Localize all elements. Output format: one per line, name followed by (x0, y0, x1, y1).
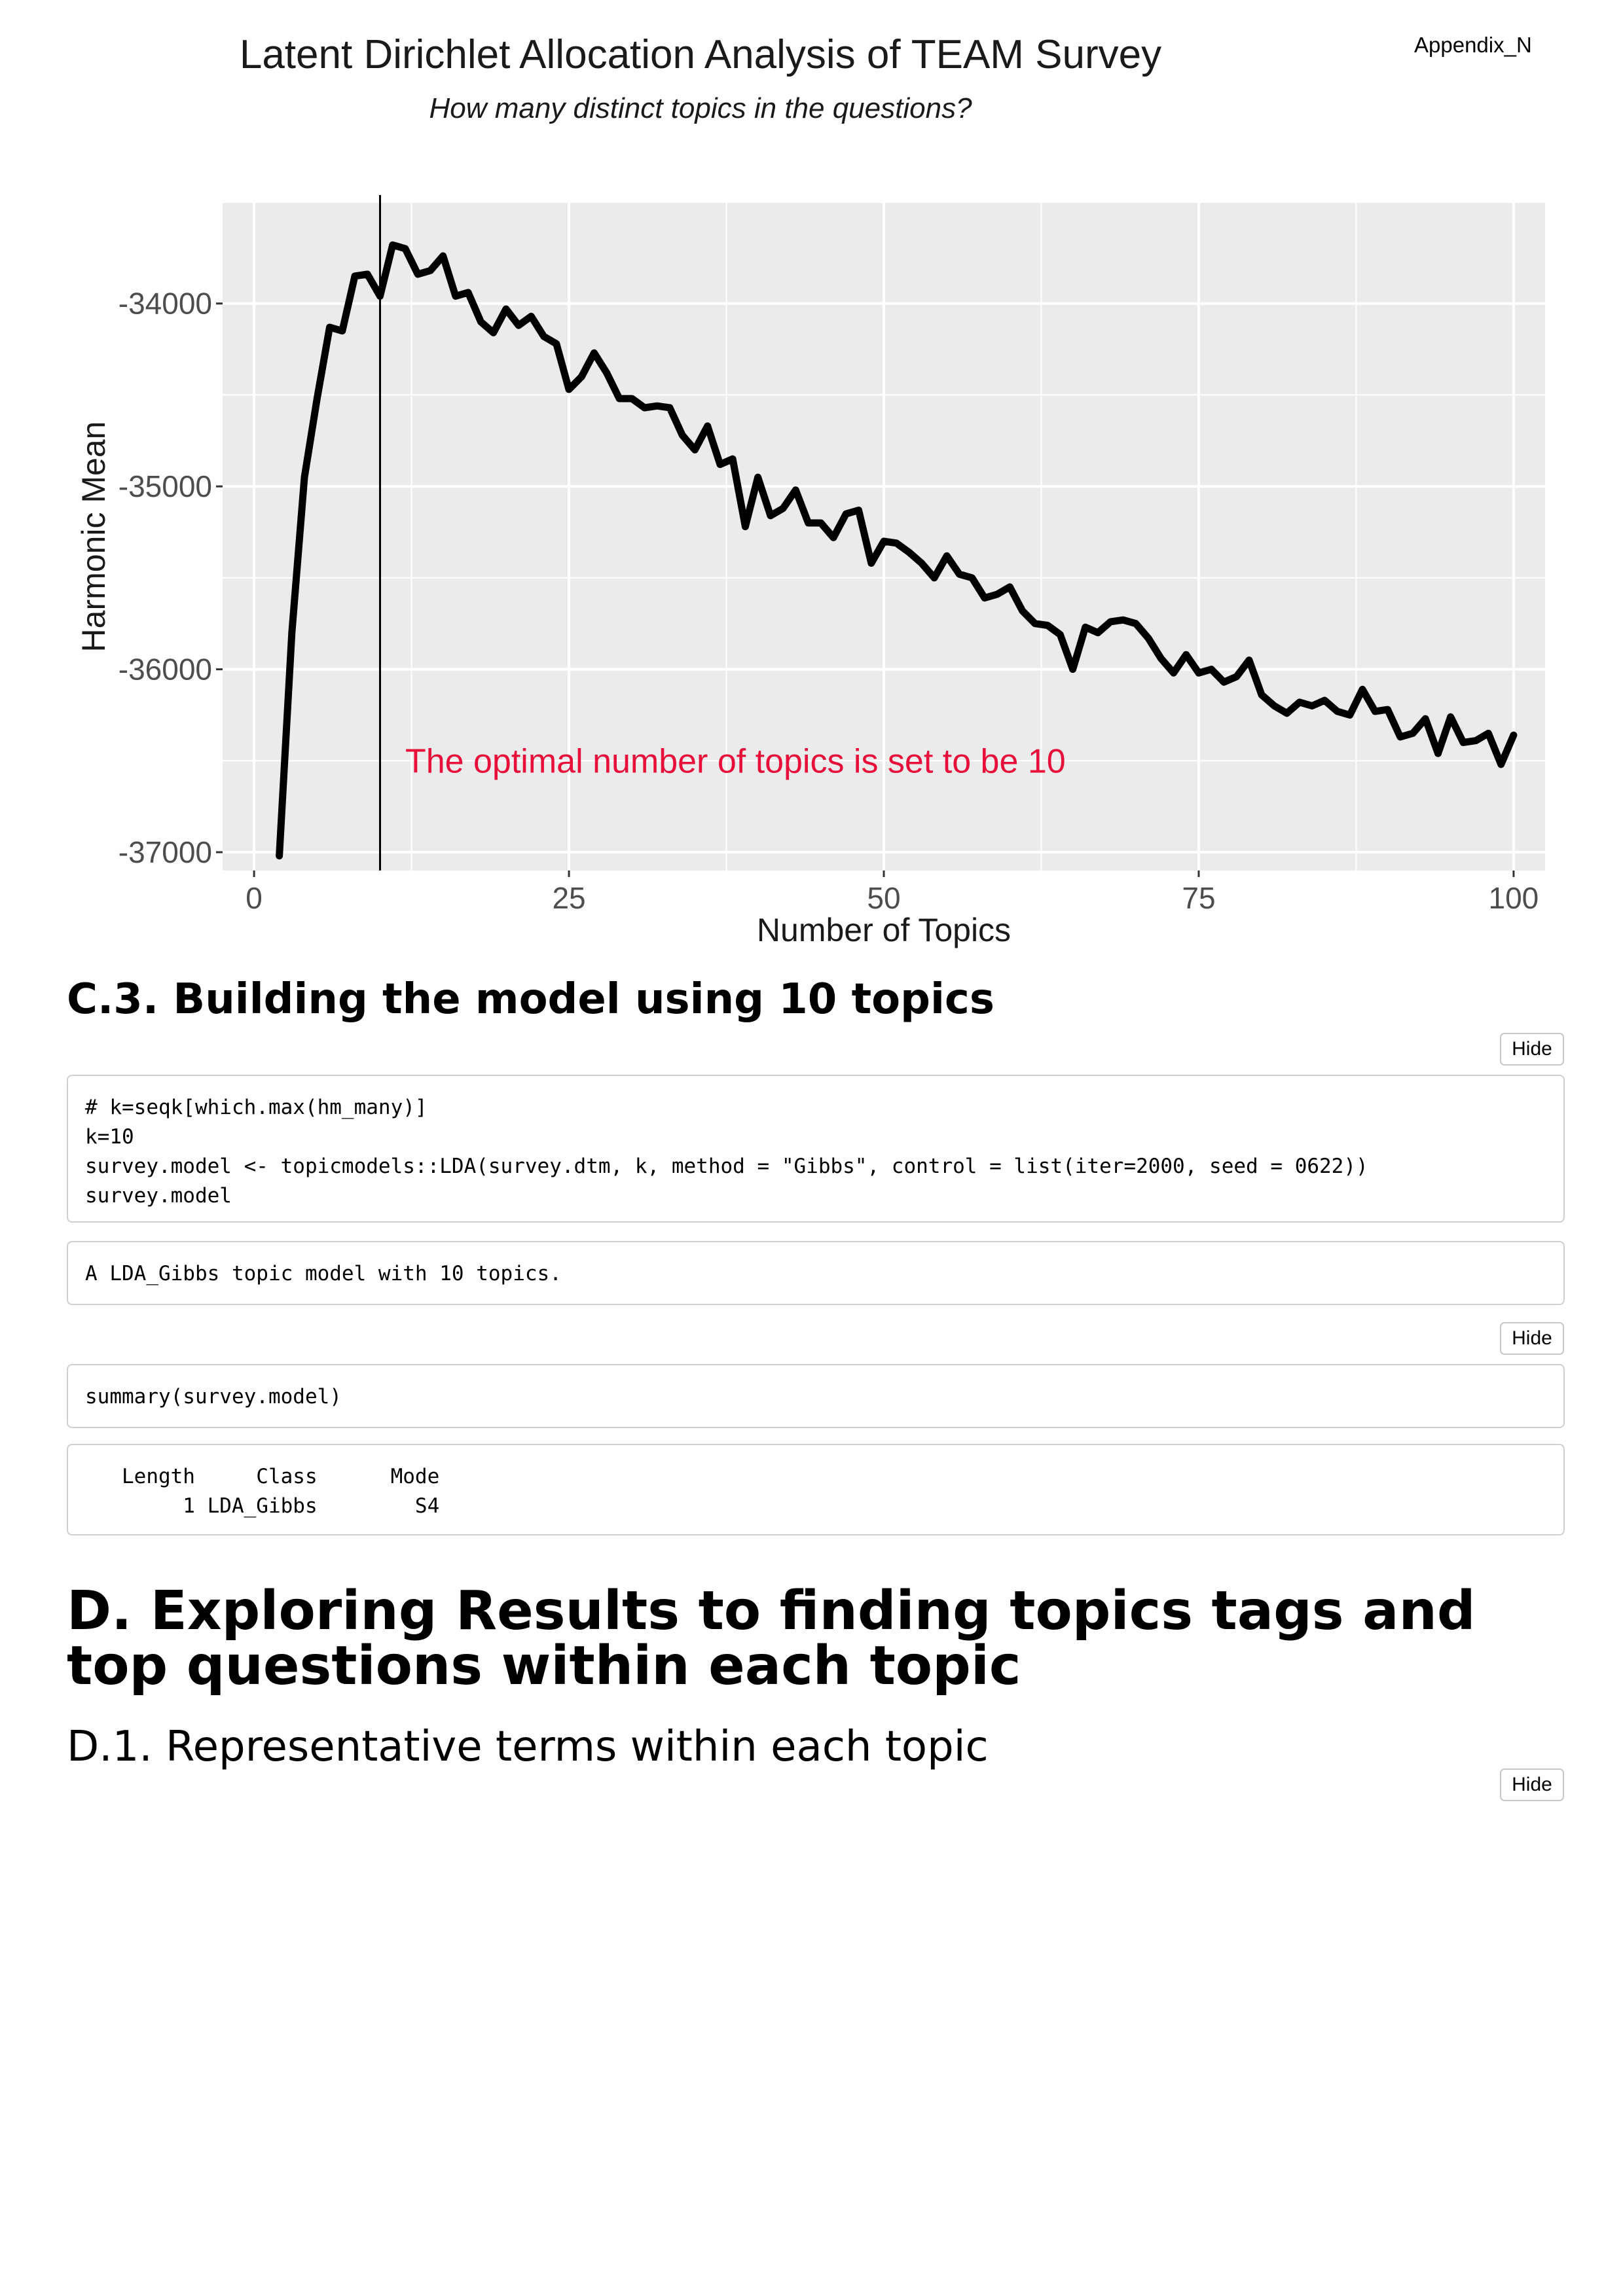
section-heading-c3: C.3. Building the model using 10 topics (67, 975, 994, 1024)
section-heading-d1: D.1. Representative terms within each to… (67, 1723, 989, 1771)
x-tick-label: 25 (552, 881, 585, 915)
x-axis-label: Number of Topics (757, 912, 1011, 948)
chart-subtitle: How many distinct topics in the question… (429, 92, 972, 124)
x-tick-label: 100 (1489, 881, 1539, 915)
x-tick-label: 0 (246, 881, 263, 915)
x-tick-label: 50 (867, 881, 900, 915)
y-axis-label: Harmonic Mean (75, 422, 112, 653)
x-tick-label: 75 (1182, 881, 1215, 915)
y-tick-label: -34000 (119, 287, 212, 321)
axes: 0 25 50 75 100 -34000 -35000 -36000 -37000 (119, 287, 1539, 915)
section-heading-d: D. Exploring Results to finding topics t… (67, 1580, 1476, 1697)
harmonic-mean-chart: Latent Dirichlet Allocation Analysis of … (75, 32, 1545, 948)
output-block-summary: Length Class Mode 1 LDA_Gibbs S4 (67, 1444, 1565, 1535)
y-tick-label: -36000 (119, 653, 212, 687)
output-block-model: A LDA_Gibbs topic model with 10 topics. (67, 1241, 1565, 1305)
y-tick-label: -35000 (119, 469, 212, 503)
grid-lines (223, 203, 1545, 870)
appendix-label: Appendix_N (1414, 33, 1532, 57)
chart-title: Latent Dirichlet Allocation Analysis of … (240, 32, 1161, 77)
hide-code-button-2[interactable]: Hide (1500, 1322, 1564, 1355)
code-block-summary: summary(survey.model) (67, 1364, 1565, 1428)
hide-code-button-3[interactable]: Hide (1500, 1768, 1564, 1801)
code-block-model: # k=seqk[which.max(hm_many)] k=10 survey… (67, 1075, 1565, 1223)
y-tick-label: -37000 (119, 835, 212, 869)
hide-code-button-1[interactable]: Hide (1500, 1033, 1564, 1066)
chart-annotation: The optimal number of topics is set to b… (405, 742, 1066, 780)
harmonic-mean-line (276, 241, 1518, 860)
